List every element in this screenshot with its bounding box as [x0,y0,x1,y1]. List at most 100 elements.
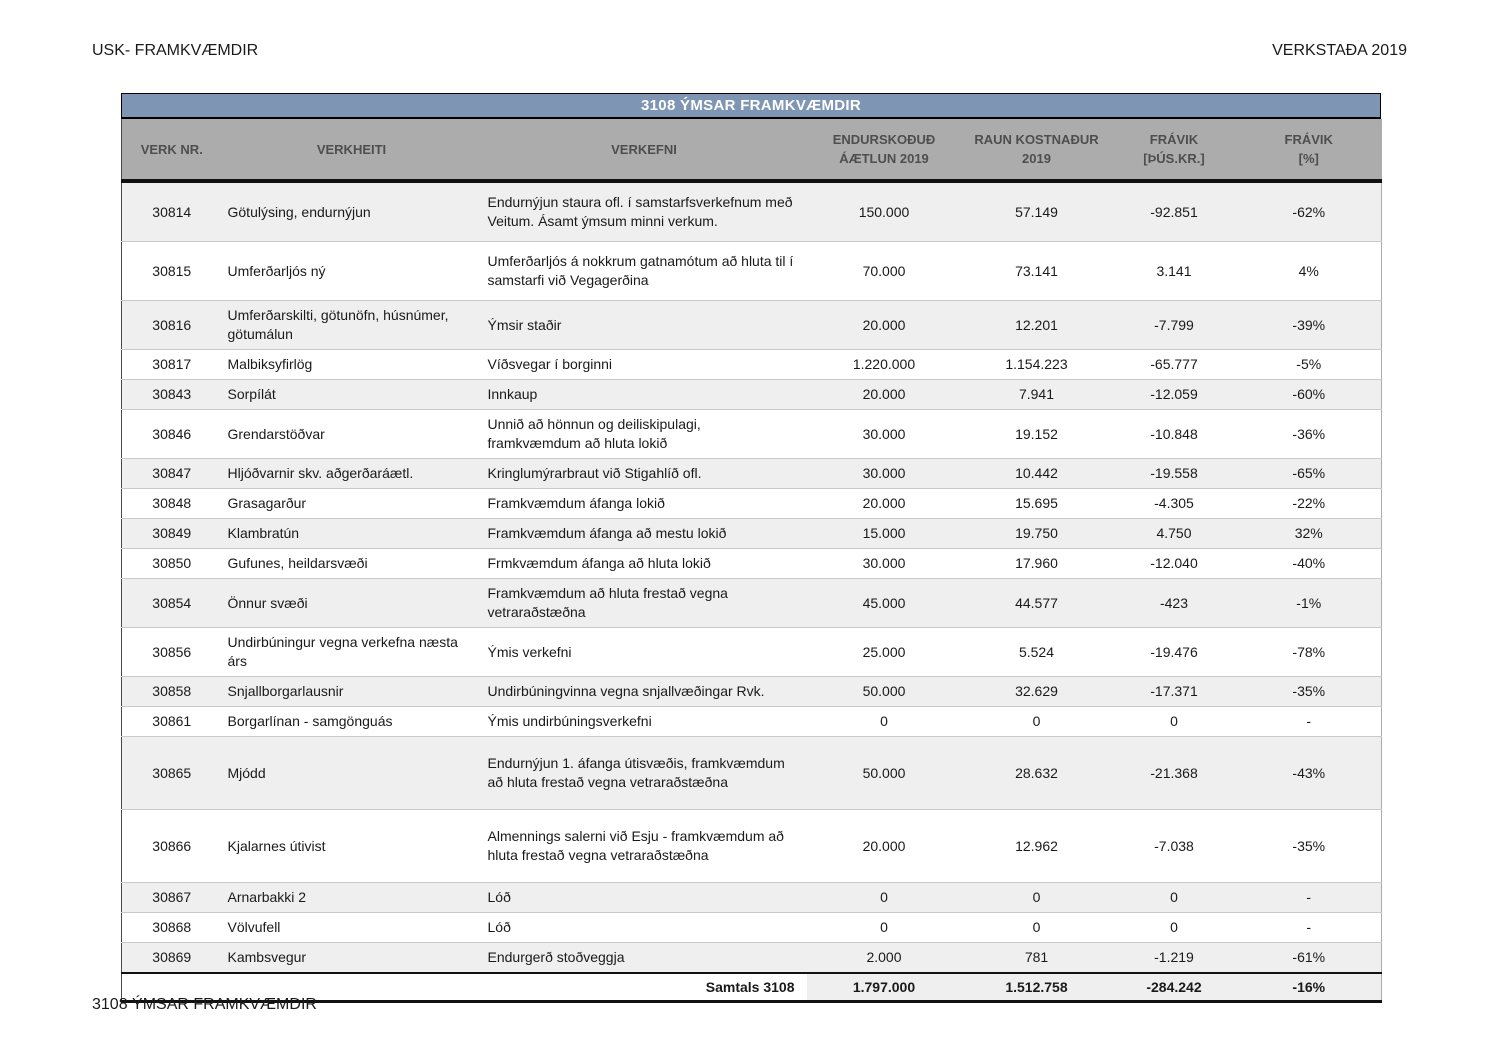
cell-fravik-kr: 0 [1111,706,1237,737]
cell-kostnadur: 0 [961,706,1112,737]
table-footer: Samtals 3108 1.797.000 1.512.758 -284.24… [121,972,1382,1003]
cell-fravik-pct: 4% [1236,241,1382,301]
cell-verk-nr: 30868 [121,912,222,943]
cell-fravik-kr: 4.750 [1111,518,1237,549]
cell-verkheiti: Gufunes, heildarsvæði [221,548,482,579]
table-row: 30867 Arnarbakki 2 Lóð 0 0 0 - [121,882,1382,913]
cell-verkefni: Endurgerð stoðveggja [481,942,807,973]
total-plan: 1.797.000 [806,972,962,1003]
cell-aetlun: 2.000 [806,942,962,973]
cell-verkefni: Lóð [481,882,807,913]
cell-kostnadur: 0 [961,882,1112,913]
cell-verkheiti: Grendarstöðvar [221,409,482,459]
cell-kostnadur: 19.152 [961,409,1112,459]
cell-kostnadur: 15.695 [961,488,1112,519]
cell-kostnadur: 781 [961,942,1112,973]
cell-fravik-pct: -40% [1236,548,1382,579]
cell-kostnadur: 17.960 [961,548,1112,579]
col-header-raun-kostnadur: RAUN KOSTNAÐUR 2019 [961,119,1112,183]
cell-kostnadur: 19.750 [961,518,1112,549]
cell-fravik-kr: -17.371 [1111,676,1237,707]
cell-kostnadur: 28.632 [961,736,1112,810]
cell-verkefni: Framkvæmdum að hluta frestað vegna vetra… [481,578,807,628]
cell-fravik-pct: - [1236,882,1382,913]
cell-verkheiti: Mjódd [221,736,482,810]
cell-fravik-pct: -43% [1236,736,1382,810]
cell-verkheiti: Götulýsing, endurnýjun [227,203,371,220]
cell-fravik-pct: 32% [1236,518,1382,549]
cell-verkheiti: Sorpílát [221,379,482,410]
col-header-verkefni: VERKEFNI [481,119,807,183]
cell-fravik-pct: -35% [1236,676,1382,707]
cell-verkefni: Innkaup [481,379,807,410]
cell-verkheiti: Borgarlínan - samgönguás [221,706,482,737]
cell-kostnadur: 32.629 [961,676,1112,707]
total-raun: 1.512.758 [961,972,1112,1003]
cell-fravik-pct: -36% [1236,409,1382,459]
cell-fravik-kr: 0 [1111,882,1237,913]
table-row: 30856 Undirbúningur vegna verkefna næsta… [121,627,1382,677]
cell-verk-nr: 30869 [121,942,222,973]
cell-fravik-pct: -35% [1236,809,1382,883]
col-header-verkheiti: VERKHEITI [221,119,482,183]
cell-fravik-kr: -423 [1111,578,1237,628]
cell-kostnadur: 12.201 [961,300,1112,350]
cell-fravik-kr: 3.141 [1111,241,1237,301]
cell-verkefni: Framkvæmdum áfanga lokið [481,488,807,519]
table-row: 30816 Umferðarskilti, götunöfn, húsnúmer… [121,300,1382,350]
cell-verkheiti: Arnarbakki 2 [221,882,482,913]
cell-aetlun: 50.000 [806,736,962,810]
cell-verk-nr: 30849 [121,518,222,549]
cell-verkheiti: Kjalarnes útivist [221,809,482,883]
cell-kostnadur: 0 [961,912,1112,943]
page-header-left: USK- FRAMKVÆMDIR [92,42,259,59]
table-row: 30865 Mjódd Endurnýjun 1. áfanga útisvæð… [121,736,1382,810]
cell-aetlun: 150.000 [858,203,910,220]
cell-verkefni: Ýmsir staðir [481,300,807,350]
cell-aetlun: 70.000 [806,241,962,301]
cell-fravik-kr: -19.558 [1111,458,1237,489]
cell-aetlun: 0 [806,706,962,737]
page-footer: 3108 ÝMSAR FRAMKVÆMDIR [92,996,317,1013]
table-row: 30814 Götulýsing, endurnýjun Endurnýjun … [121,181,1382,242]
cell-kostnadur: 73.141 [961,241,1112,301]
table-row: 30861 Borgarlínan - samgönguás Ýmis undi… [121,706,1382,737]
cell-verk-nr: 30867 [121,882,222,913]
cell-fravik-pct: -5% [1236,349,1382,380]
table-title: 3108 ÝMSAR FRAMKVÆMDIR [121,93,1381,119]
cell-verk-nr: 30854 [121,578,222,628]
total-label: Samtals 3108 [121,972,807,1003]
cell-verkheiti: Völvufell [221,912,482,943]
cell-fravik-kr: -65.777 [1111,349,1237,380]
cell-aetlun: 15.000 [806,518,962,549]
cell-kostnadur: 1.154.223 [961,349,1112,380]
cell-verkefni: Víðsvegar í borginni [481,349,807,380]
cell-verk-nr: 30858 [121,676,222,707]
table-row: 30866 Kjalarnes útivist Almennings saler… [121,809,1382,883]
cell-verkheiti: Klambratún [221,518,482,549]
table-row: 30850 Gufunes, heildarsvæði Frmkvæmdum á… [121,548,1382,579]
cell-aetlun: 50.000 [806,676,962,707]
cell-fravik-pct: - [1236,912,1382,943]
col-header-fravik-pct: FRÁVIK [%] [1236,119,1382,183]
table-row: 30854 Önnur svæði Framkvæmdum að hluta f… [121,578,1382,628]
cell-verkheiti: Grasagarður [221,488,482,519]
cell-verk-nr: 30814 [152,203,192,220]
table-row: 30868 Völvufell Lóð 0 0 0 - [121,912,1382,943]
cell-verkefni: Undirbúningvinna vegna snjallvæðingar Rv… [481,676,807,707]
table-row: 30817 Malbiksyfirlög Víðsvegar í borginn… [121,349,1382,380]
table-row: 30846 Grendarstöðvar Unnið að hönnun og … [121,409,1382,459]
cell-verkheiti: Snjallborgarlausnir [221,676,482,707]
cell-fravik-kr: -4.305 [1111,488,1237,519]
cell-verkheiti: Malbiksyfirlög [221,349,482,380]
col-header-fravik-kr: FRÁVIK [ÞÚS.KR.] [1111,119,1237,183]
cell-fravik-kr: 0 [1111,912,1237,943]
cell-aetlun: 25.000 [806,627,962,677]
cell-fravik-kr: -12.059 [1111,379,1237,410]
cell-verk-nr: 30861 [121,706,222,737]
cell-aetlun: 30.000 [806,548,962,579]
cell-verk-nr: 30866 [121,809,222,883]
cell-verk-nr: 30850 [121,548,222,579]
cell-fravik-pct: -65% [1236,458,1382,489]
